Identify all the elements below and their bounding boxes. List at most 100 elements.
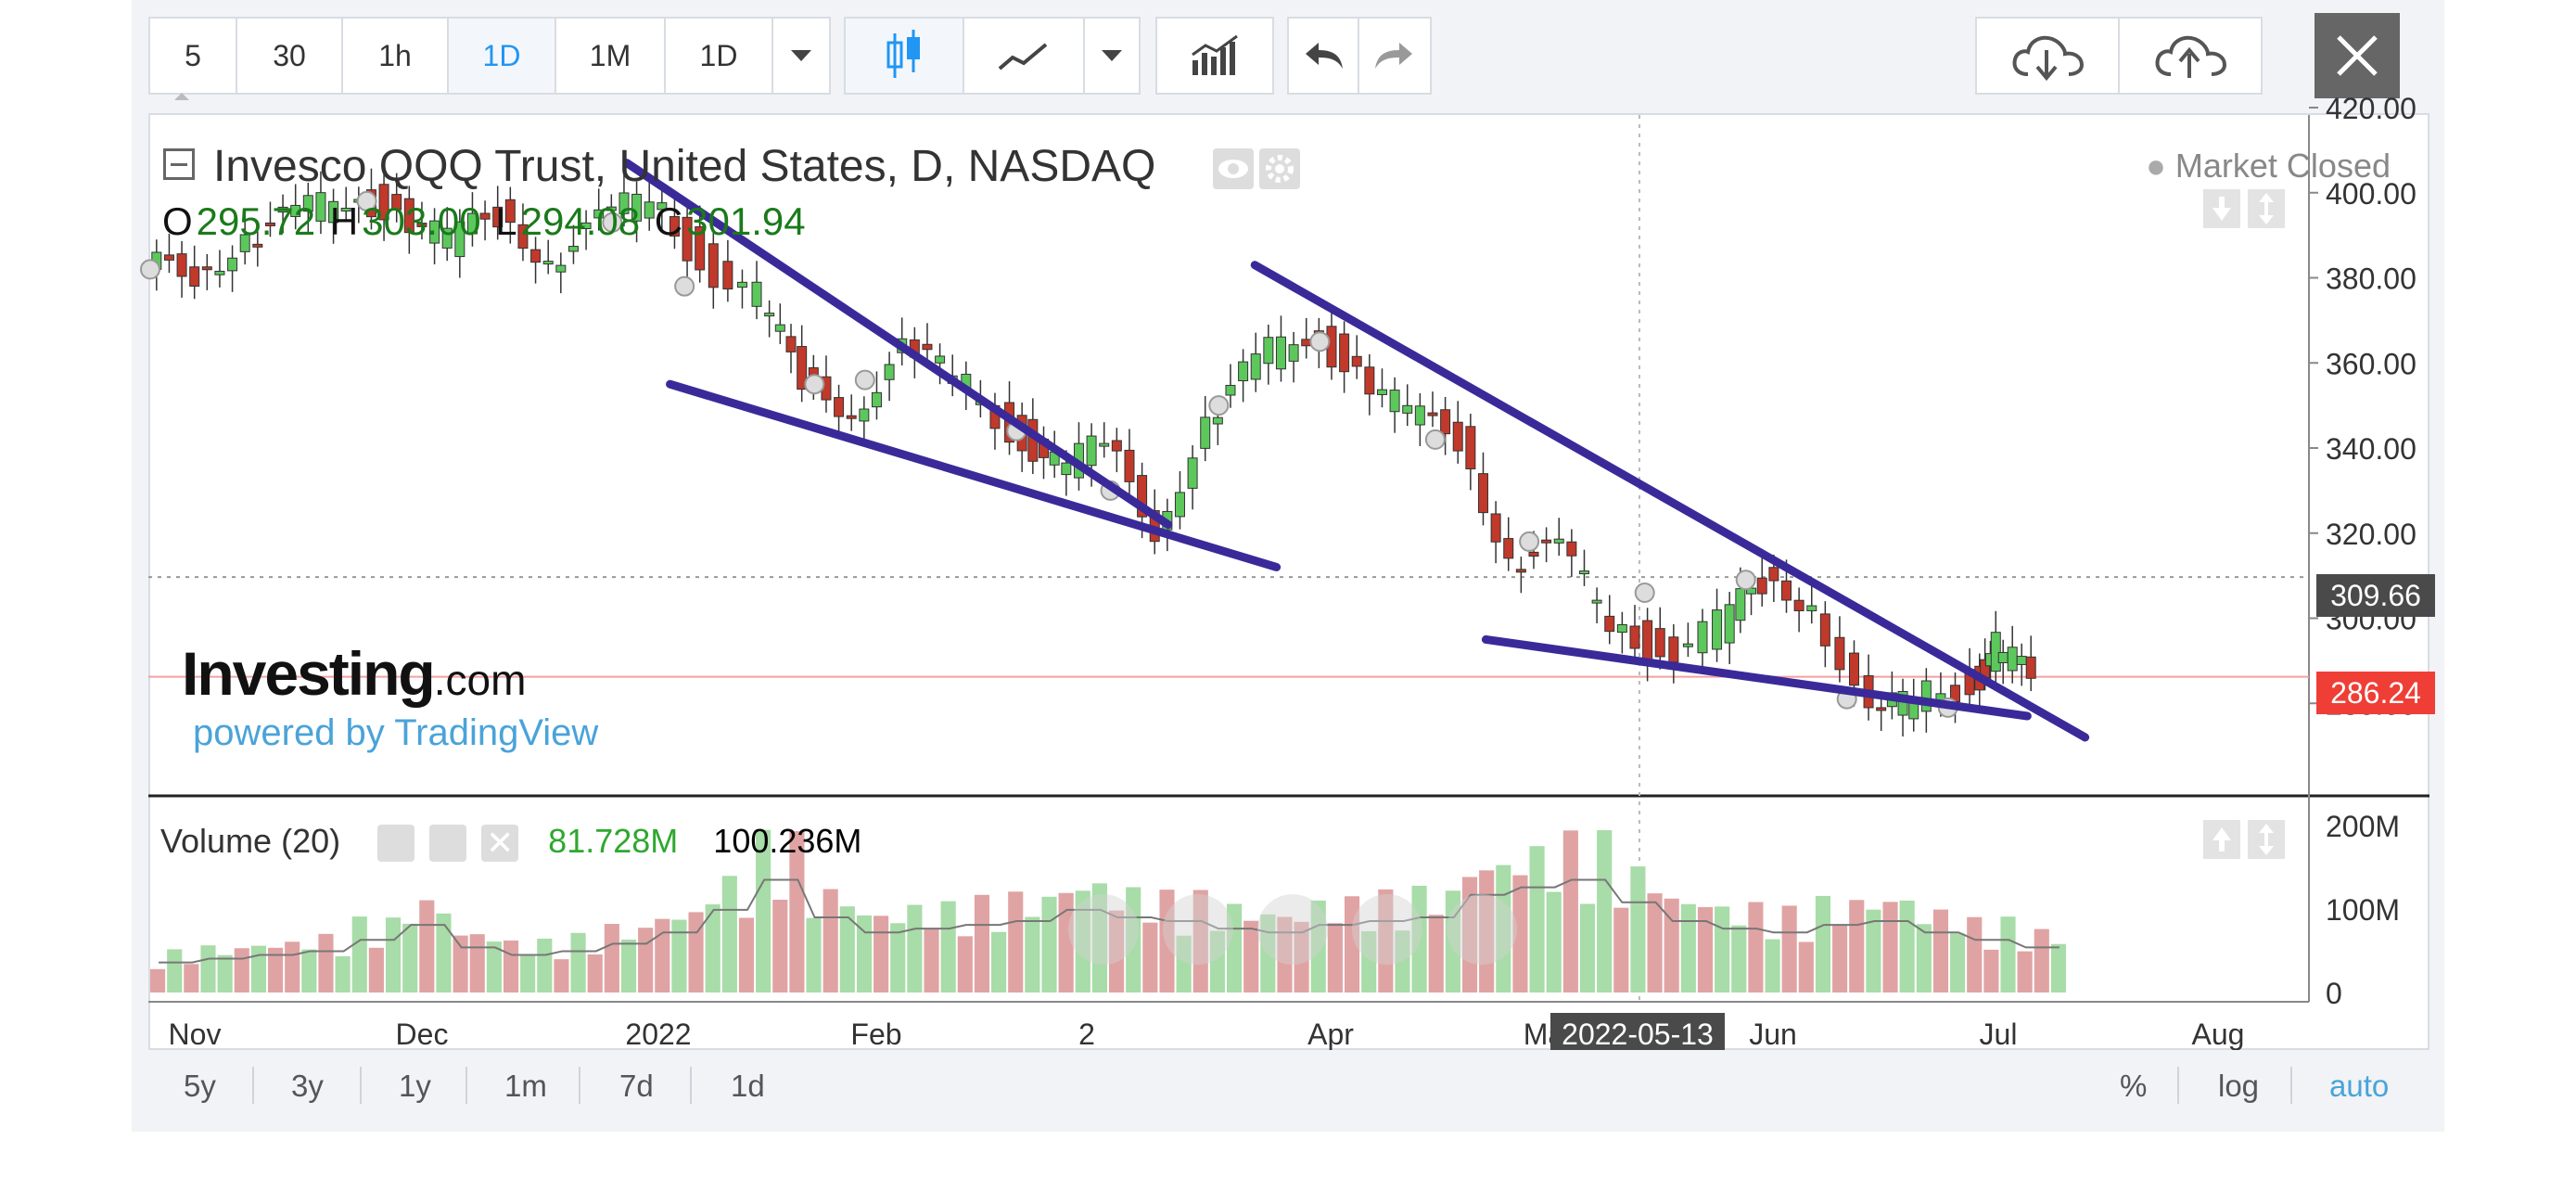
- event-marker[interactable]: [140, 259, 160, 280]
- event-marker[interactable]: [1309, 331, 1331, 352]
- volume-bar: [200, 945, 216, 992]
- pane-up-icon[interactable]: [2203, 820, 2240, 859]
- event-marker[interactable]: [674, 275, 695, 297]
- percent-scale-button[interactable]: %: [2120, 1069, 2148, 1103]
- expand-icon[interactable]: [2248, 189, 2285, 228]
- candle-body: [1339, 333, 1350, 373]
- chart-pane[interactable]: [148, 113, 2429, 1050]
- interval-1d-alt-button[interactable]: 1D: [664, 17, 773, 95]
- volume-bar: [419, 900, 435, 992]
- candle-body: [1990, 632, 2001, 672]
- gear-icon[interactable]: [1259, 148, 1300, 189]
- candles-button[interactable]: [844, 17, 964, 95]
- candle-body: [1920, 680, 1932, 712]
- volume-bar: [1798, 941, 1814, 992]
- trendline[interactable]: [666, 379, 1282, 571]
- event-marker[interactable]: [804, 374, 825, 395]
- indicators-button[interactable]: [1155, 17, 1274, 95]
- close-icon[interactable]: ✕: [481, 825, 519, 863]
- candles-icon: [886, 30, 920, 78]
- range-7d-button[interactable]: 7d: [619, 1069, 654, 1103]
- candle-body: [1187, 457, 1198, 489]
- candle-body: [201, 266, 212, 271]
- volume-bar: [1815, 895, 1831, 992]
- candle-body: [682, 216, 693, 262]
- scroll-down-icon[interactable]: [2203, 189, 2240, 228]
- interval-dropdown-button[interactable]: [772, 17, 831, 95]
- pane-expand-icon[interactable]: [2248, 820, 2285, 859]
- range-1y-button[interactable]: 1y: [399, 1069, 431, 1103]
- volume-bar: [1529, 846, 1545, 992]
- chart-type-dropdown-button[interactable]: [1083, 17, 1141, 95]
- event-marker[interactable]: [1634, 582, 1655, 603]
- line-chart-icon: [998, 43, 1048, 70]
- redo-button[interactable]: [1358, 17, 1432, 95]
- candle-body: [1604, 615, 1615, 633]
- open-value: 295.72: [196, 199, 316, 243]
- range-3y-button[interactable]: 3y: [291, 1069, 324, 1103]
- volume-bar: [570, 932, 586, 992]
- cloud-download-button[interactable]: [1975, 17, 2120, 95]
- auto-scale-button[interactable]: auto: [2329, 1069, 2390, 1103]
- volume-bar: [1243, 920, 1259, 992]
- volume-bar: [1781, 905, 1797, 992]
- refresh-button[interactable]: [1257, 894, 1328, 965]
- volume-bar: [1159, 890, 1175, 992]
- collapse-legend-button[interactable]: [163, 148, 195, 180]
- range-1m-button[interactable]: 1m: [504, 1069, 547, 1103]
- chevron-left-button[interactable]: [1068, 894, 1139, 965]
- time-axis-label: 2022: [625, 1018, 691, 1051]
- trendline[interactable]: [1481, 634, 2032, 721]
- event-marker[interactable]: [1208, 395, 1230, 416]
- volume-bar: [638, 928, 654, 992]
- line-chart-button[interactable]: [963, 17, 1085, 95]
- event-marker[interactable]: [1735, 570, 1756, 591]
- volume-bar: [1748, 902, 1764, 992]
- range-1d-button[interactable]: 1d: [731, 1069, 765, 1103]
- volume-bar: [1597, 830, 1613, 992]
- divider: [2290, 1067, 2292, 1104]
- trendline[interactable]: [622, 159, 1173, 530]
- volume-bar: [1411, 885, 1427, 992]
- eye-icon[interactable]: [377, 825, 415, 863]
- undo-button[interactable]: [1287, 17, 1359, 95]
- chevron-down-button[interactable]: [1163, 894, 1233, 965]
- volume-bar: [856, 915, 873, 992]
- low-label: L: [495, 199, 517, 243]
- event-marker[interactable]: [602, 211, 623, 233]
- volume-bar: [620, 939, 637, 992]
- interval-5-button[interactable]: 5: [148, 17, 237, 95]
- event-marker[interactable]: [356, 190, 377, 211]
- volume-bar: [974, 894, 990, 992]
- interval-1m-button[interactable]: 1M: [555, 17, 666, 95]
- gear-icon[interactable]: [429, 825, 467, 863]
- volume-bar: [1866, 909, 1881, 992]
- interval-1d-button[interactable]: 1D: [447, 17, 556, 95]
- candle-body: [1806, 605, 1817, 611]
- candle-body: [1682, 643, 1693, 647]
- candle-body: [1440, 409, 1451, 435]
- eye-icon[interactable]: [1213, 148, 1254, 189]
- chevron-right-button[interactable]: [1447, 894, 1517, 965]
- event-marker[interactable]: [854, 369, 875, 391]
- plus-button[interactable]: [1352, 894, 1422, 965]
- event-marker[interactable]: [1424, 429, 1446, 450]
- cloud-upload-button[interactable]: [2118, 17, 2263, 95]
- interval-1h-button[interactable]: 1h: [341, 17, 449, 95]
- candle-body: [1086, 435, 1097, 467]
- candle-body: [764, 313, 775, 317]
- low-value: 294.08: [520, 199, 641, 243]
- candle-body: [1427, 412, 1438, 416]
- divider: [252, 1067, 254, 1104]
- volume-bar: [924, 928, 939, 992]
- range-5y-button[interactable]: 5y: [184, 1069, 216, 1103]
- log-scale-button[interactable]: log: [2218, 1069, 2260, 1103]
- volume-bar: [436, 913, 452, 992]
- crosshair-price-tag: 309.66: [2316, 574, 2435, 617]
- close-button[interactable]: [2315, 13, 2400, 98]
- event-marker[interactable]: [1519, 531, 1540, 552]
- trendline[interactable]: [1250, 261, 2090, 742]
- divider: [360, 1067, 362, 1104]
- candle-body: [466, 212, 478, 235]
